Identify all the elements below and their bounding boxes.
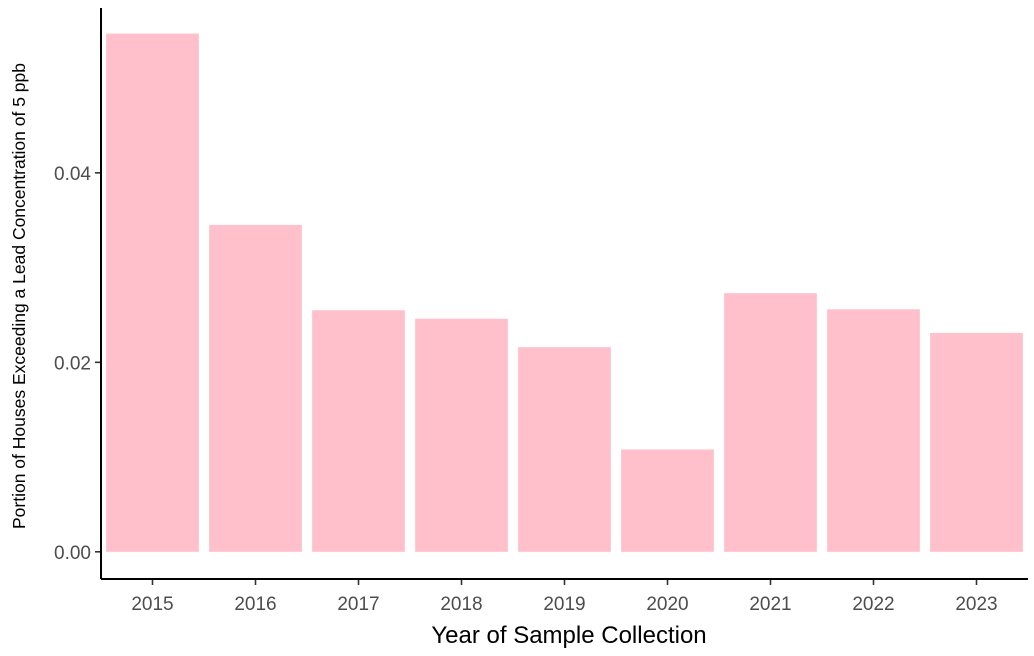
x-tick-label: 2020 <box>646 594 688 615</box>
x-tick-label: 2021 <box>749 594 791 615</box>
x-tick-label: 2022 <box>852 594 894 615</box>
bar-2017 <box>312 310 405 552</box>
y-axis-title: Portion of Houses Exceeding a Lead Conce… <box>9 63 29 529</box>
y-axis-ticks: 0.00 0.02 0.04 <box>54 164 101 564</box>
x-axis-ticks: 2015 2016 2017 2018 2019 2020 2021 2022 2023 <box>131 579 998 615</box>
x-tick-label: 2023 <box>955 594 997 615</box>
x-axis-title: Year of Sample Collection <box>431 622 706 649</box>
bar-2016 <box>209 224 302 552</box>
y-tick-label: 0.00 <box>54 543 91 564</box>
bar-2018 <box>415 318 508 552</box>
bars-group <box>106 33 1023 552</box>
bar-2022 <box>827 309 920 552</box>
x-tick-label: 2017 <box>337 594 379 615</box>
x-tick-label: 2018 <box>440 594 482 615</box>
bar-2015 <box>106 33 199 552</box>
y-tick-label: 0.04 <box>54 164 91 185</box>
x-tick-label: 2019 <box>543 594 585 615</box>
bar-2023 <box>930 332 1023 552</box>
x-tick-label: 2016 <box>234 594 276 615</box>
bar-2019 <box>518 347 611 552</box>
y-tick-label: 0.02 <box>54 353 91 374</box>
x-tick-label: 2015 <box>131 594 173 615</box>
bar-2020 <box>621 449 714 552</box>
bar-2021 <box>724 293 817 552</box>
